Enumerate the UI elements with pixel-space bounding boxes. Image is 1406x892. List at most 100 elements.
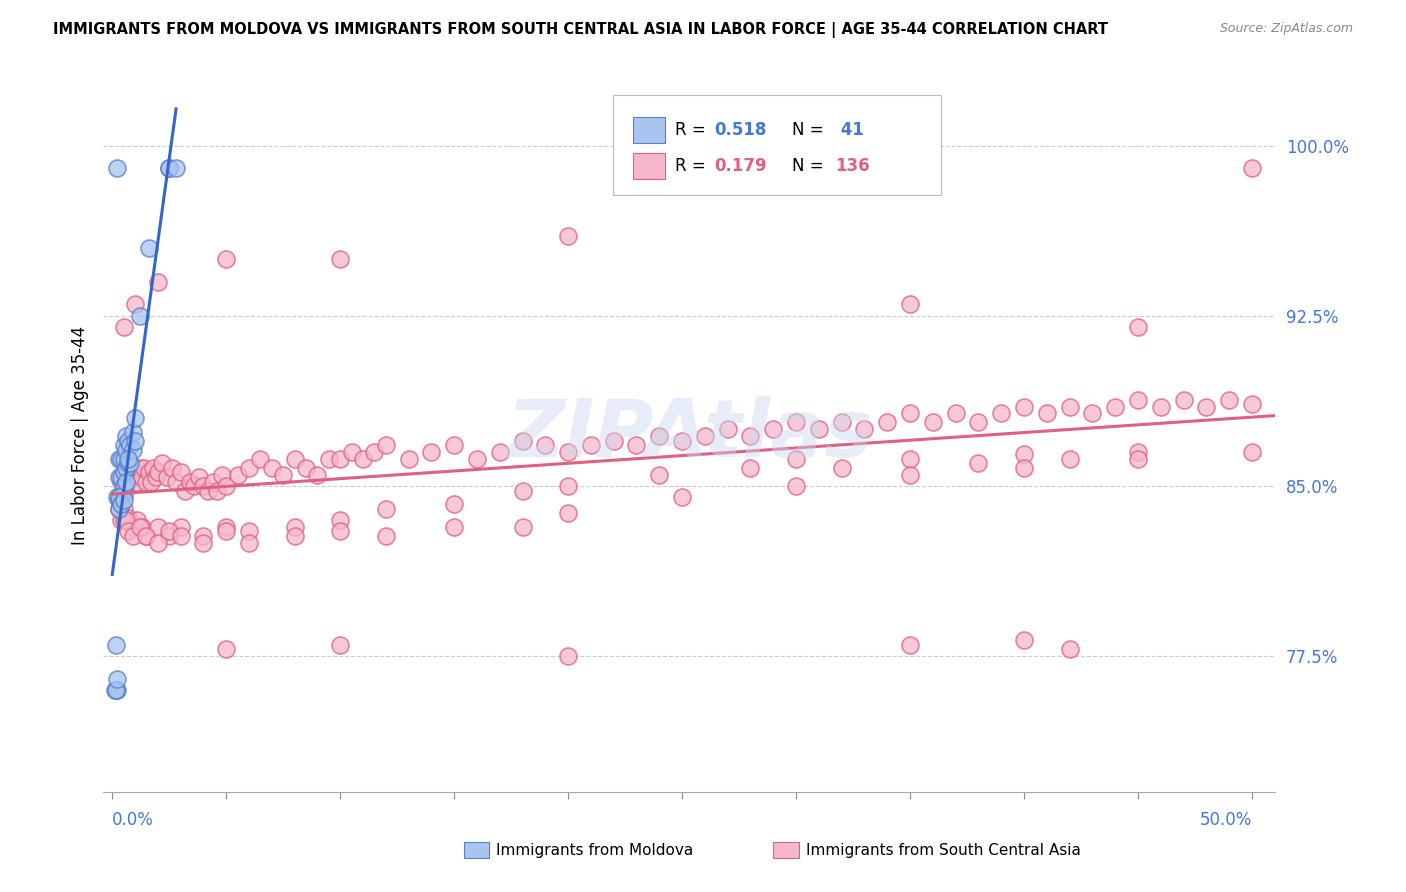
Point [1218, 392, 1240, 407]
Point [174, 483, 197, 498]
Point [557, 506, 579, 520]
Point [557, 229, 579, 244]
Point [146, 520, 169, 534]
Point [1126, 451, 1149, 466]
Point [648, 467, 671, 482]
Point [831, 416, 853, 430]
Point [945, 406, 967, 420]
Point [374, 438, 396, 452]
Point [121, 470, 143, 484]
Point [1150, 400, 1173, 414]
Point [215, 252, 238, 266]
Text: N =: N = [792, 157, 830, 175]
Point [120, 461, 142, 475]
Point [157, 529, 180, 543]
Point [108, 501, 131, 516]
Point [124, 434, 146, 448]
Point [165, 161, 187, 176]
Point [135, 529, 157, 543]
Point [115, 461, 138, 475]
Point [138, 466, 160, 480]
Point [671, 434, 693, 448]
Point [156, 470, 179, 484]
Point [512, 520, 534, 534]
Point [193, 536, 215, 550]
Point [374, 501, 396, 516]
Point [103, 683, 125, 698]
Point [557, 649, 579, 664]
Point [238, 536, 260, 550]
Point [112, 466, 135, 480]
Point [1012, 400, 1035, 414]
Point [785, 451, 807, 466]
Point [115, 442, 138, 457]
Point [112, 438, 135, 452]
Point [117, 434, 139, 448]
Point [284, 529, 307, 543]
Point [602, 434, 624, 448]
Point [284, 520, 307, 534]
Point [115, 429, 138, 443]
Bar [633, 117, 665, 143]
Point [693, 429, 716, 443]
Point [112, 479, 135, 493]
Point [183, 479, 205, 493]
Point [146, 466, 169, 480]
Point [110, 475, 132, 489]
Point [134, 461, 156, 475]
Point [215, 479, 238, 493]
Point [534, 438, 557, 452]
Point [108, 451, 131, 466]
FancyBboxPatch shape [613, 95, 941, 195]
Point [128, 520, 150, 534]
Point [110, 470, 132, 484]
Point [131, 520, 153, 534]
Point [117, 451, 139, 466]
Point [898, 297, 921, 311]
Point [128, 461, 150, 475]
Point [329, 451, 352, 466]
Point [1240, 161, 1263, 176]
Point [135, 529, 157, 543]
Point [120, 438, 142, 452]
Point [157, 161, 180, 176]
Point [138, 241, 160, 255]
Point [117, 524, 139, 539]
Point [488, 445, 510, 459]
Point [121, 520, 143, 534]
Point [318, 451, 340, 466]
Point [420, 445, 443, 459]
Point [124, 411, 146, 425]
Point [740, 461, 762, 475]
Point [990, 406, 1012, 420]
Point [139, 475, 162, 489]
Point [898, 406, 921, 420]
Point [340, 445, 363, 459]
Point [1081, 406, 1104, 420]
Point [108, 470, 131, 484]
Text: R =: R = [675, 157, 711, 175]
Point [1126, 320, 1149, 334]
Point [1240, 397, 1263, 411]
Point [898, 638, 921, 652]
Point [352, 451, 374, 466]
Point [121, 529, 143, 543]
Point [512, 434, 534, 448]
Point [131, 470, 153, 484]
Point [557, 445, 579, 459]
Point [187, 470, 209, 484]
Point [142, 461, 165, 475]
Point [785, 479, 807, 493]
Point [165, 475, 187, 489]
Text: Immigrants from Moldova: Immigrants from Moldova [496, 843, 693, 857]
Point [271, 467, 294, 482]
Point [169, 520, 191, 534]
Point [169, 466, 191, 480]
Text: 41: 41 [835, 120, 865, 138]
Point [398, 451, 420, 466]
Point [1059, 400, 1081, 414]
Point [215, 520, 238, 534]
Point [115, 513, 138, 527]
Point [112, 320, 135, 334]
Text: R =: R = [675, 120, 711, 138]
